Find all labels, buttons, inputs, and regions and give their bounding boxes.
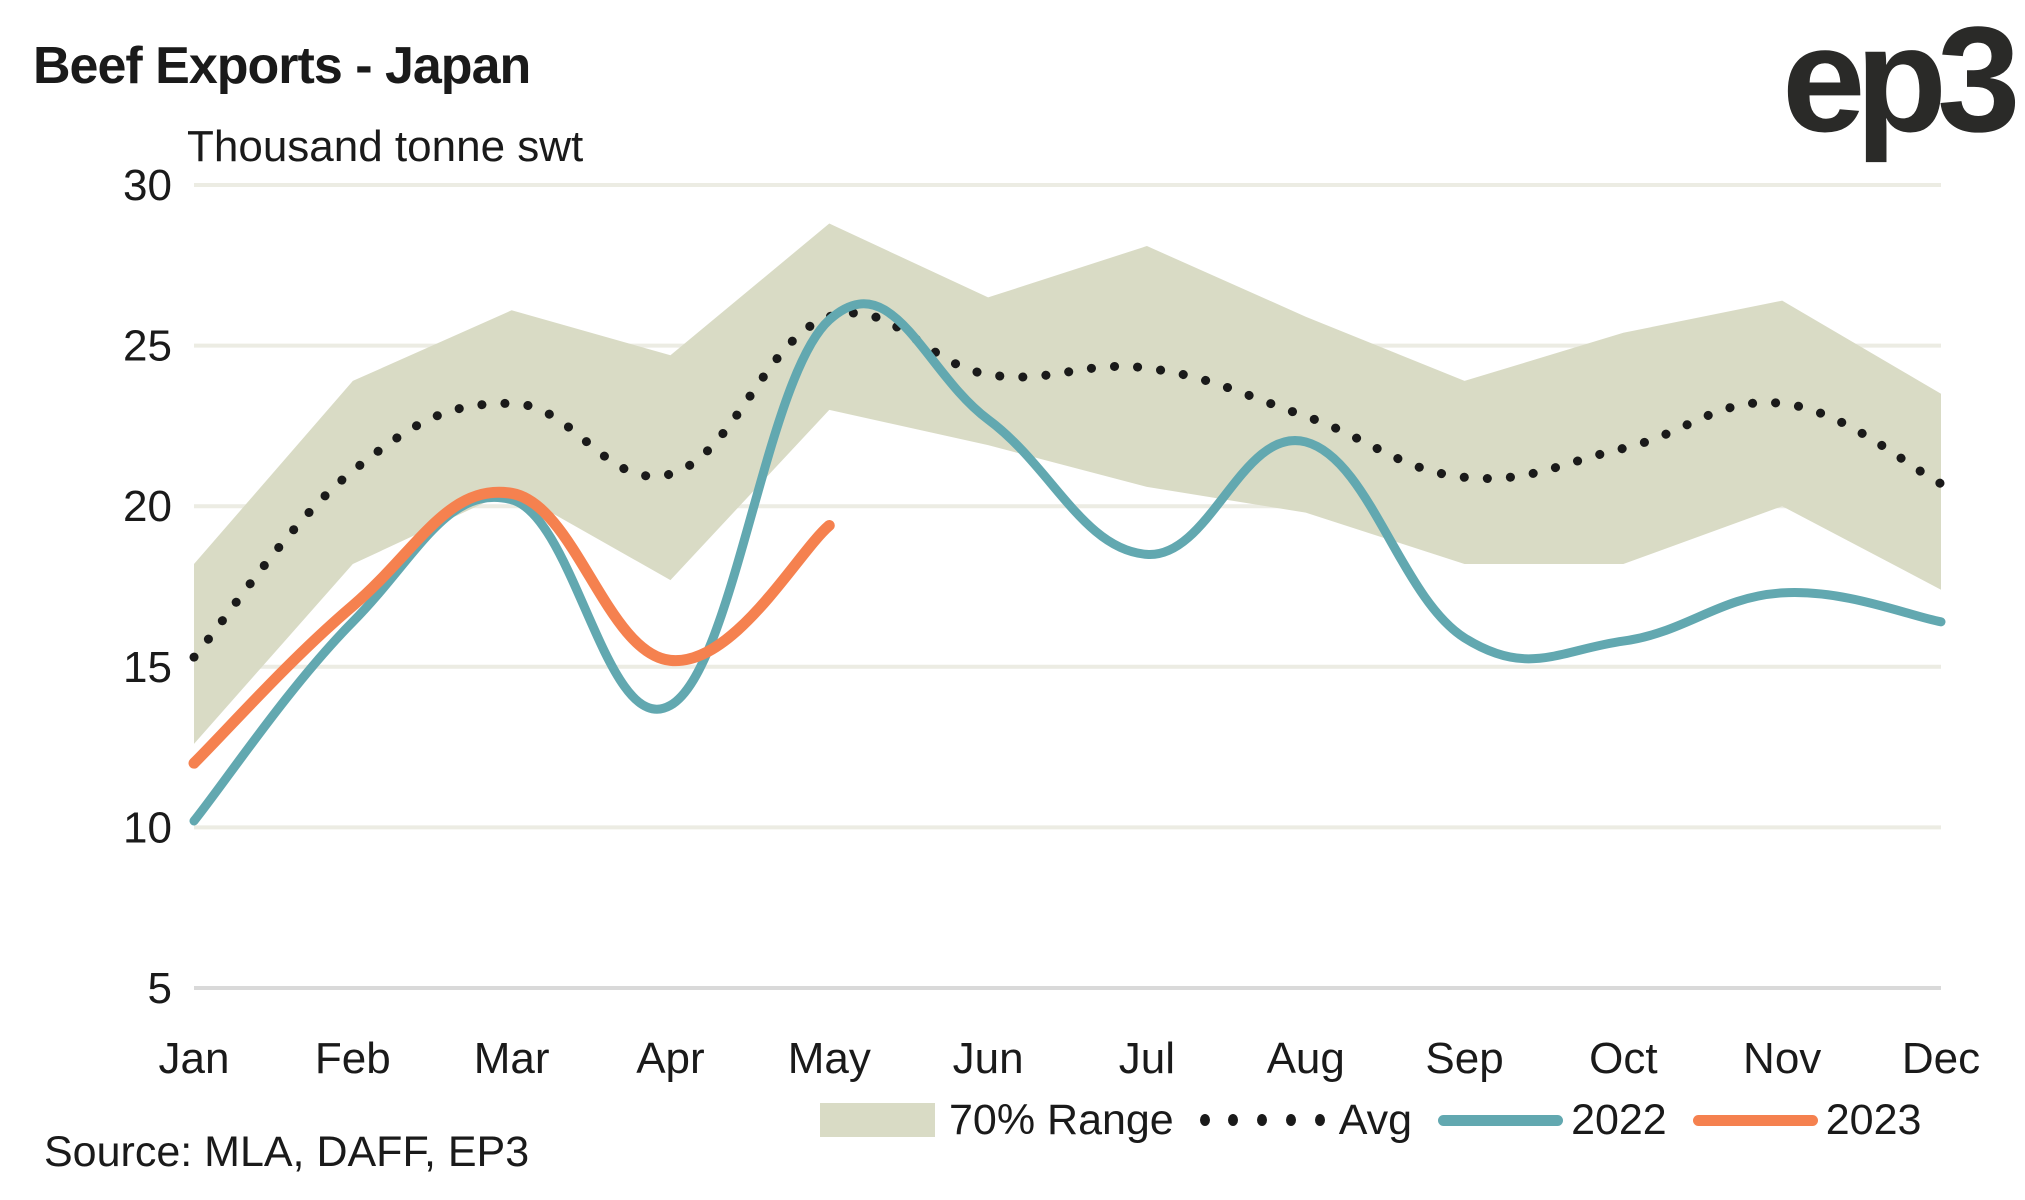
y-tick-label: 15 (123, 643, 172, 692)
x-tick-label: Jan (159, 1034, 230, 1083)
x-tick-label: Apr (636, 1034, 704, 1083)
y-axis-ticks: 5 10 15 20 25 30 (123, 161, 172, 1013)
range-band-layer (194, 223, 1941, 744)
legend-item-avg: Avg (1199, 1095, 1413, 1145)
chart-legend: 70% Range Avg 2022 2023 (820, 1095, 1947, 1145)
x-axis-ticks: Jan Feb Mar Apr May Jun Jul Aug Sep Oct Nov Dec (159, 1034, 1981, 1083)
source-note: Source: MLA, DAFF, EP3 (44, 1128, 530, 1176)
x-tick-label: Jul (1119, 1034, 1175, 1083)
range-band (194, 223, 1941, 744)
legend-swatch-2022 (1438, 1114, 1564, 1126)
x-tick-label: Mar (474, 1034, 550, 1083)
x-tick-label: Sep (1425, 1034, 1503, 1083)
ep3-logo: ep3 (1782, 0, 2021, 163)
legend-label: 70% Range (949, 1095, 1174, 1144)
y-tick-label: 20 (123, 482, 172, 531)
x-tick-label: Feb (315, 1034, 391, 1083)
x-tick-label: Dec (1902, 1034, 1980, 1083)
y-tick-label: 5 (148, 964, 172, 1013)
legend-label: Avg (1338, 1095, 1413, 1144)
x-tick-label: Aug (1267, 1034, 1345, 1083)
series-line-2023 (188, 486, 835, 769)
chart-title: Beef Exports - Japan (33, 37, 531, 95)
x-tick-label: Nov (1743, 1034, 1821, 1083)
x-tick-label: Oct (1589, 1034, 1657, 1083)
legend-item-2023: 2023 (1692, 1095, 1922, 1145)
x-tick-label: Jun (953, 1034, 1024, 1083)
y-tick-label: 30 (123, 161, 172, 210)
legend-label: 2022 (1571, 1095, 1667, 1144)
y-axis-unit-label: Thousand tonne swt (187, 122, 584, 171)
x-tick-label: May (788, 1034, 871, 1083)
legend-swatch-2023 (1692, 1114, 1818, 1126)
legend-item-2022: 2022 (1438, 1096, 1667, 1145)
legend-swatch-range (820, 1103, 935, 1137)
legend-swatch-avg (1199, 1114, 1325, 1126)
series-lines-layer (188, 299, 1946, 826)
legend-label: 2023 (1825, 1095, 1922, 1144)
y-tick-label: 25 (123, 322, 172, 371)
y-tick-label: 10 (123, 803, 172, 852)
legend-item-range: 70% Range (820, 1096, 1174, 1145)
